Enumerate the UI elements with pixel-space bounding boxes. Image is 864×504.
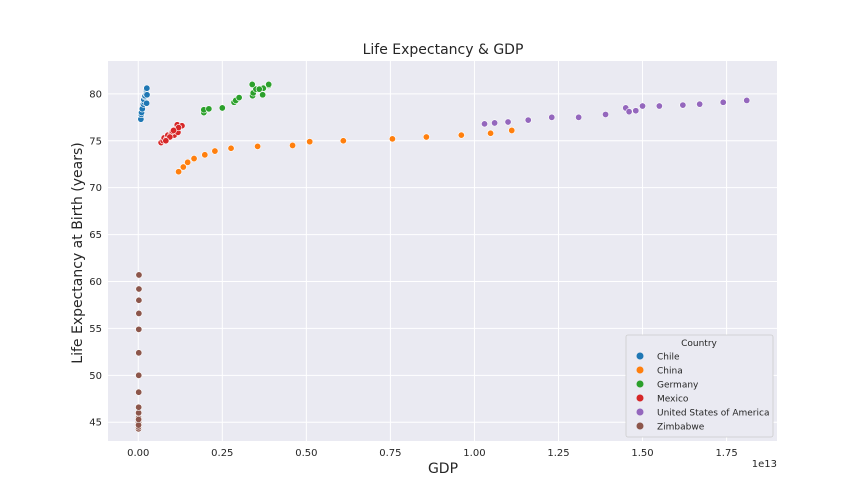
data-point-united-states-of-america: [639, 102, 647, 110]
y-tick-label: 65: [89, 230, 102, 241]
data-point-germany: [259, 91, 267, 99]
data-points: [134, 80, 751, 433]
data-point-germany: [248, 80, 256, 88]
series-united-states-of-america: [481, 96, 751, 128]
data-point-zimbabwe: [135, 349, 143, 357]
series-germany: [200, 80, 273, 117]
data-point-china: [201, 151, 209, 159]
y-tick-label: 75: [89, 136, 102, 147]
data-point-zimbabwe: [135, 403, 143, 411]
data-point-germany: [205, 105, 213, 113]
x-tick-label: 1.75: [715, 448, 737, 459]
data-point-zimbabwe: [135, 271, 143, 279]
data-point-mexico: [162, 137, 170, 145]
legend-marker: [636, 380, 644, 388]
data-point-germany: [255, 85, 263, 93]
data-point-united-states-of-america: [625, 108, 633, 116]
data-point-united-states-of-america: [504, 118, 512, 126]
x-axis-label: GDP: [428, 461, 458, 477]
data-point-zimbabwe: [135, 415, 143, 423]
data-point-china: [190, 155, 198, 163]
data-point-china: [179, 163, 187, 171]
y-tick-labels: 45 50 55 60 65 70 75 80: [89, 89, 102, 428]
data-point-zimbabwe: [135, 371, 143, 379]
x-axis-offset-label: 1e13: [752, 459, 777, 470]
y-tick-label: 50: [89, 371, 102, 382]
data-point-zimbabwe: [135, 285, 143, 293]
legend-label: Mexico: [657, 395, 689, 405]
data-point-united-states-of-america: [491, 119, 499, 127]
legend-marker: [636, 394, 644, 402]
data-point-china: [289, 141, 297, 149]
y-tick-label: 70: [89, 183, 102, 194]
data-point-united-states-of-america: [696, 100, 704, 108]
legend-label: Chile: [657, 353, 680, 363]
data-point-zimbabwe: [135, 296, 143, 304]
legend-marker: [636, 408, 644, 416]
data-point-united-states-of-america: [481, 120, 489, 128]
data-point-china: [422, 133, 430, 141]
data-point-china: [339, 137, 347, 145]
data-point-china: [254, 142, 262, 150]
data-point-zimbabwe: [135, 325, 143, 333]
data-point-china: [227, 144, 235, 152]
x-tick-label: 0.25: [211, 448, 233, 459]
data-point-chile: [143, 84, 151, 92]
legend-items: Chile China Germany Mexico United States of …: [636, 352, 769, 433]
data-point-china: [184, 158, 192, 166]
y-tick-label: 60: [89, 277, 102, 288]
data-point-china: [487, 129, 495, 137]
y-tick-label: 80: [89, 89, 102, 100]
data-point-chile: [143, 91, 151, 99]
legend-label: Germany: [657, 381, 699, 391]
data-point-china: [388, 135, 396, 143]
x-tick-labels: 0.00 0.25 0.50 0.75 1.00 1.25 1.50 1.75: [127, 448, 738, 459]
x-tick-label: 0.50: [295, 448, 317, 459]
legend-title: Country: [681, 339, 717, 349]
x-tick-label: 0.75: [379, 448, 401, 459]
data-point-china: [306, 138, 314, 146]
data-point-zimbabwe: [135, 309, 143, 317]
chart-title: Life Expectancy & GDP: [363, 42, 524, 58]
data-point-mexico: [170, 126, 178, 134]
data-point-china: [457, 131, 465, 139]
legend-marker: [636, 366, 644, 374]
y-axis-label: Life Expectancy at Birth (years): [70, 142, 86, 363]
data-point-united-states-of-america: [632, 107, 640, 115]
legend-box: [625, 334, 774, 438]
data-point-china: [508, 126, 516, 134]
legend-marker: [636, 422, 644, 430]
data-point-united-states-of-america: [719, 98, 727, 106]
y-tick-label: 45: [89, 418, 102, 429]
legend-marker: [636, 352, 644, 360]
series-zimbabwe: [134, 271, 143, 433]
x-tick-label: 0.00: [127, 448, 149, 459]
x-tick-label: 1.50: [631, 448, 653, 459]
data-point-germany: [218, 104, 226, 112]
data-point-zimbabwe: [135, 388, 143, 396]
legend-label: Zimbabwe: [657, 423, 705, 433]
data-point-united-states-of-america: [743, 96, 751, 104]
legend: Country Chile China Germany Mexico United St…: [625, 334, 774, 438]
data-point-germany: [235, 94, 243, 102]
data-point-china: [211, 147, 219, 155]
legend-label: United States of America: [657, 409, 769, 419]
series-china: [175, 126, 516, 176]
series-mexico: [157, 121, 186, 147]
series-chile: [137, 84, 151, 123]
data-point-china: [175, 168, 183, 176]
data-point-united-states-of-america: [655, 102, 663, 110]
data-point-united-states-of-america: [524, 116, 532, 124]
data-point-united-states-of-america: [548, 113, 556, 121]
x-tick-label: 1.00: [463, 448, 485, 459]
y-tick-label: 55: [89, 324, 102, 335]
data-point-united-states-of-america: [602, 110, 610, 118]
x-tick-label: 1.25: [547, 448, 569, 459]
legend-label: China: [657, 367, 683, 377]
data-point-united-states-of-america: [575, 113, 583, 121]
data-point-germany: [265, 80, 273, 88]
data-point-chile: [143, 99, 151, 107]
data-point-united-states-of-america: [679, 101, 687, 109]
